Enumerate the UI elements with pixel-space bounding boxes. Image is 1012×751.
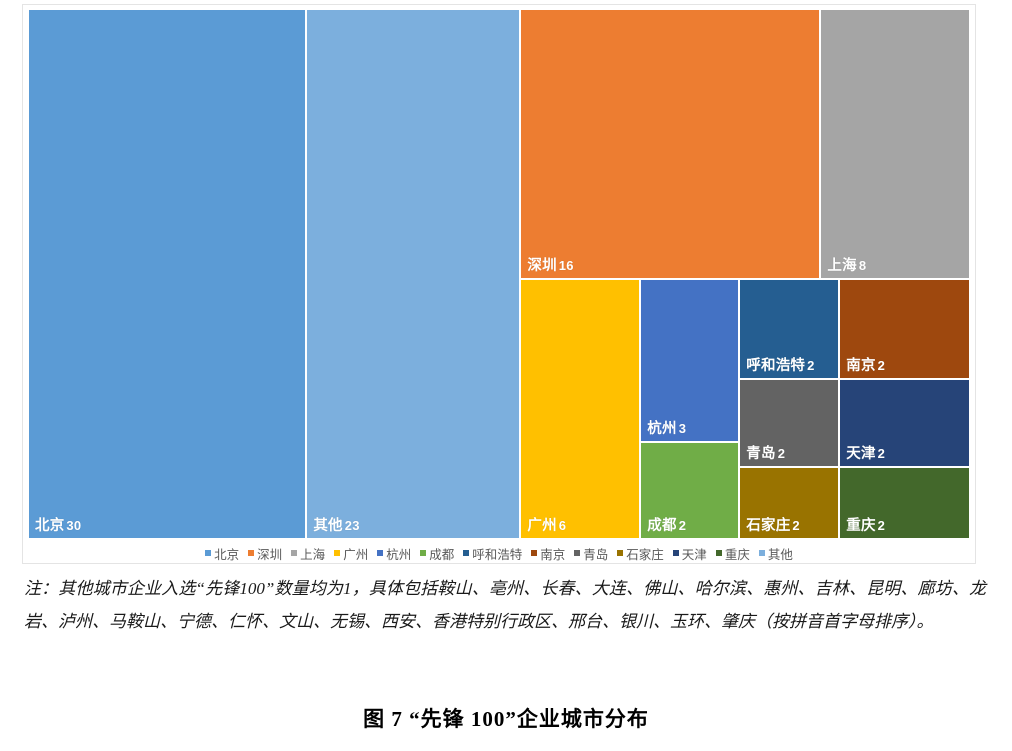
treemap-tile-value: 2 — [877, 445, 886, 461]
treemap-tile-label: 上海 8 — [827, 257, 867, 274]
legend-swatch-icon — [420, 550, 427, 556]
legend-item-label: 重庆 — [724, 547, 750, 562]
legend-swatch-icon — [617, 550, 624, 556]
treemap-tile-chengdu[interactable]: 成都 2 — [640, 441, 740, 539]
legend-item-0[interactable]: 北京 — [205, 544, 239, 563]
treemap-tile-label: 成都 2 — [647, 517, 687, 534]
treemap-tile-label: 呼和浩特 2 — [746, 357, 815, 374]
treemap-tile-label: 杭州 3 — [647, 420, 687, 437]
legend-swatch-icon — [205, 550, 212, 556]
treemap-tile-hohhot[interactable]: 呼和浩特 2 — [739, 278, 840, 379]
treemap-tile-value: 2 — [678, 517, 687, 533]
treemap-tile-shijiazhuang[interactable]: 石家庄 2 — [739, 466, 840, 539]
legend-item-label: 杭州 — [386, 547, 412, 562]
treemap-tile-value: 16 — [558, 257, 574, 273]
treemap-tile-value: 30 — [66, 518, 82, 533]
legend-item-label: 上海 — [300, 547, 326, 562]
treemap-tile-label: 其他 23 — [313, 518, 360, 534]
treemap-tile-guangzhou[interactable]: 广州 6 — [520, 278, 641, 539]
legend-item-label: 石家庄 — [626, 547, 664, 562]
legend-item-10[interactable]: 天津 — [672, 544, 707, 563]
legend-item-label: 南京 — [540, 547, 566, 562]
treemap-tile-label: 广州 6 — [527, 517, 567, 534]
legend-item-3[interactable]: 广州 — [334, 544, 368, 563]
legend-item-8[interactable]: 青岛 — [574, 544, 608, 563]
legend-swatch-icon — [574, 550, 581, 556]
legend-item-label: 青岛 — [583, 547, 609, 562]
legend-item-11[interactable]: 重庆 — [715, 544, 750, 563]
treemap-tile-label: 深圳 16 — [527, 257, 574, 274]
treemap-tile-chongqing[interactable]: 重庆 2 — [839, 466, 970, 539]
legend-swatch-icon — [463, 550, 470, 556]
legend-item-label: 天津 — [681, 547, 707, 562]
treemap-tile-beijing[interactable]: 北京 30 — [28, 9, 307, 539]
legend-item-label: 成都 — [429, 547, 455, 562]
legend-item-12[interactable]: 其他 — [758, 544, 793, 563]
legend-swatch-icon — [531, 550, 538, 556]
legend-item-7[interactable]: 南京 — [531, 544, 565, 563]
legend-swatch-icon — [377, 550, 384, 556]
legend-swatch-icon — [248, 550, 255, 556]
legend-item-9[interactable]: 石家庄 — [617, 544, 664, 563]
treemap-tile-value: 23 — [344, 518, 360, 533]
legend-swatch-icon — [715, 550, 722, 556]
treemap-tile-shenzhen[interactable]: 深圳 16 — [520, 9, 821, 279]
legend-swatch-icon — [291, 550, 298, 556]
treemap-tile-qingdao[interactable]: 青岛 2 — [739, 378, 840, 467]
chart-legend: 北京 深圳 上海 广州 杭州 成都 呼和浩特 南京 青岛 石家庄 天津 重庆 其他 — [28, 543, 970, 563]
treemap-tile-label: 南京 2 — [846, 357, 886, 374]
treemap-tile-shanghai[interactable]: 上海 8 — [820, 9, 970, 279]
legend-swatch-icon — [758, 550, 765, 556]
legend-item-6[interactable]: 呼和浩特 — [463, 544, 522, 563]
legend-item-label: 深圳 — [257, 547, 283, 562]
treemap-tile-value: 2 — [877, 517, 886, 533]
treemap-tile-label: 石家庄 2 — [746, 517, 800, 534]
treemap-tile-label: 北京 30 — [35, 518, 82, 534]
legend-item-label: 呼和浩特 — [472, 547, 523, 562]
treemap-tile-value: 2 — [877, 357, 886, 373]
legend-item-2[interactable]: 上海 — [291, 544, 325, 563]
treemap-tile-value: 8 — [858, 257, 867, 273]
treemap-tile-value: 2 — [792, 517, 800, 533]
treemap-tile-value: 2 — [777, 445, 786, 461]
legend-item-label: 其他 — [767, 547, 793, 562]
legend-item-1[interactable]: 深圳 — [248, 544, 282, 563]
legend-swatch-icon — [672, 550, 679, 556]
treemap-tile-label: 重庆 2 — [846, 517, 886, 534]
legend-item-label: 北京 — [214, 547, 240, 562]
treemap-chart-frame: 北京 30 其他 23 深圳 16 上海 8 广州 6 杭州 3 成都 2 呼和浩特 2 青岛 2 石家庄 2 南京 2 天… — [22, 4, 976, 564]
legend-item-label: 广州 — [343, 547, 369, 562]
treemap-plot-area: 北京 30 其他 23 深圳 16 上海 8 广州 6 杭州 3 成都 2 呼和浩特 2 青岛 2 石家庄 2 南京 2 天… — [28, 9, 970, 539]
legend-item-5[interactable]: 成都 — [420, 544, 454, 563]
treemap-tile-value: 3 — [678, 420, 687, 436]
treemap-tile-tianjin[interactable]: 天津 2 — [839, 378, 970, 467]
treemap-tile-value: 2 — [807, 357, 815, 373]
treemap-tile-value: 6 — [558, 517, 567, 533]
figure-caption: 图 7 “先锋 100”企业城市分布 — [363, 707, 649, 731]
figure-note: 注：其他城市企业入选“先锋100”数量均为1，具体包括鞍山、亳州、长春、大连、佛… — [24, 579, 986, 631]
legend-swatch-icon — [334, 550, 341, 556]
legend-item-4[interactable]: 杭州 — [377, 544, 411, 563]
treemap-tile-hangzhou[interactable]: 杭州 3 — [640, 278, 740, 442]
treemap-tile-label: 天津 2 — [846, 445, 886, 462]
treemap-tile-nanjing[interactable]: 南京 2 — [839, 278, 970, 379]
treemap-tile-label: 青岛 2 — [746, 445, 786, 462]
treemap-tile-other[interactable]: 其他 23 — [306, 9, 521, 539]
